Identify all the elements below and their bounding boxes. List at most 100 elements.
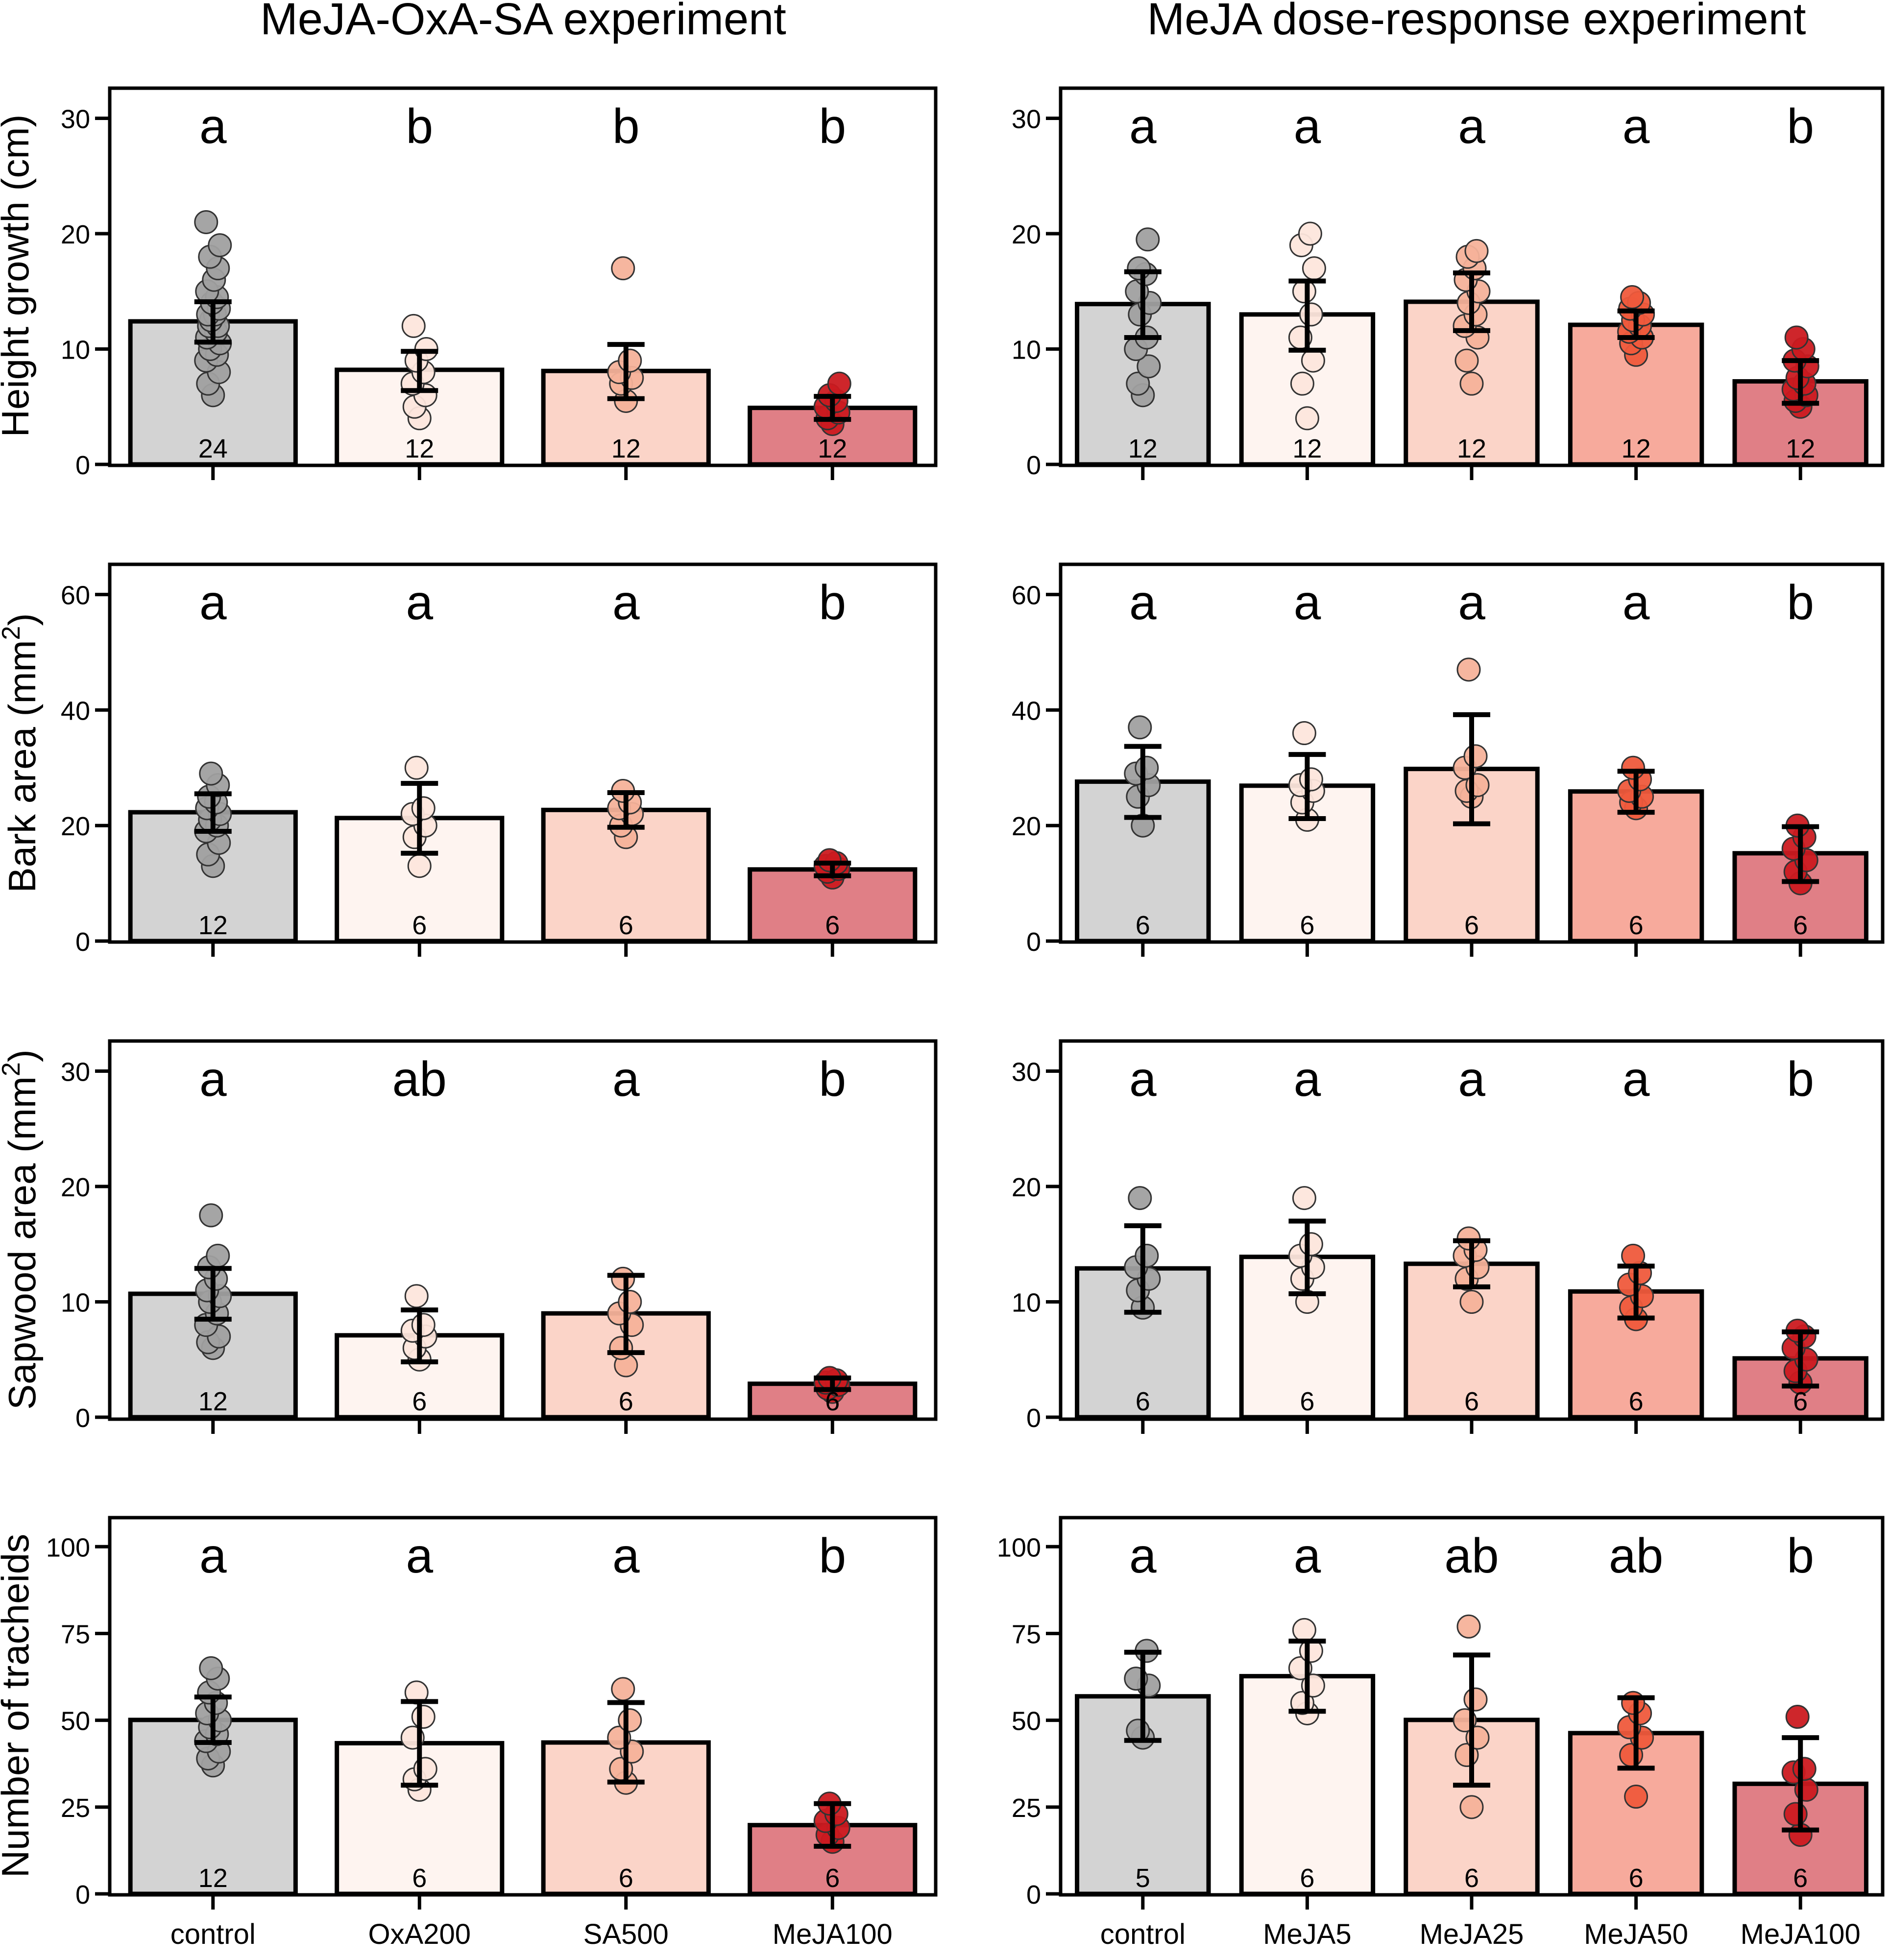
significance-letter: a — [406, 575, 433, 630]
sample-size-label: 6 — [619, 1387, 633, 1416]
x-tick-label: control — [1100, 1918, 1186, 1950]
sample-size-label: 6 — [412, 911, 427, 940]
data-point — [199, 761, 223, 786]
ylabel-sapwood: Sapwood area (mm2) — [0, 1049, 44, 1410]
y-tick-label: 0 — [1026, 451, 1041, 480]
data-point — [1621, 1243, 1646, 1268]
significance-letter: a — [612, 1052, 640, 1107]
panel-sapwood-left: 0 10 20 30 a 12 ab 6 a 6 b 6 — [61, 1039, 938, 1434]
sample-size-label: 12 — [198, 1863, 228, 1893]
sample-size-label: 6 — [1464, 1863, 1479, 1893]
significance-letter: a — [406, 1528, 433, 1583]
sample-size-label: 6 — [1136, 1387, 1150, 1416]
panel-height-right: 0 10 20 30 a 12 a 12 a 12 a 12 b 12 — [1012, 86, 1885, 480]
sample-size-label: 6 — [1464, 1387, 1479, 1416]
data-point — [1299, 302, 1323, 327]
sample-size-label: 6 — [1300, 911, 1314, 940]
y-tick-label: 20 — [1012, 220, 1041, 249]
panel-height-left: 0 10 20 30 a 24 b 12 b 12 b 12 — [61, 86, 938, 480]
y-tick-label: 20 — [61, 1173, 90, 1202]
data-point — [404, 1284, 429, 1308]
data-point — [618, 348, 642, 373]
ylabel-sapwood-close: ) — [0, 1049, 44, 1062]
data-point — [1302, 256, 1326, 281]
sample-size-label: 6 — [1464, 911, 1479, 940]
significance-letter: a — [1294, 575, 1321, 630]
ylabel-height: Height growth (cm) — [0, 115, 37, 437]
y-tick-label: 0 — [75, 927, 90, 957]
x-tick-label: SA500 — [583, 1918, 669, 1950]
panel-sapwood-right: 0 10 20 30 a 6 a 6 a 6 a 6 b 6 — [1012, 1039, 1885, 1434]
data-point — [1459, 1795, 1484, 1819]
sample-size-label: 6 — [825, 1863, 840, 1893]
ylabel-bark-close: ) — [0, 613, 44, 626]
data-point — [1459, 371, 1484, 396]
sample-size-label: 6 — [412, 1863, 427, 1893]
y-tick-label: 25 — [1012, 1793, 1041, 1823]
significance-letter: a — [1623, 1052, 1650, 1107]
data-point — [1137, 354, 1161, 379]
x-tick-label: MeJA5 — [1263, 1918, 1352, 1950]
significance-letter: b — [819, 575, 846, 630]
sample-size-label: 12 — [611, 434, 641, 463]
x-tick-label: OxA200 — [368, 1918, 471, 1950]
data-point — [1128, 1186, 1152, 1210]
data-point — [1621, 1691, 1646, 1715]
y-tick-label: 0 — [75, 1880, 90, 1910]
significance-letter: b — [612, 99, 640, 154]
y-tick-label: 0 — [1026, 1880, 1041, 1910]
significance-letter: ab — [1609, 1528, 1663, 1583]
y-tick-label: 30 — [1012, 1058, 1041, 1087]
significance-letter: a — [1294, 1052, 1321, 1107]
significance-letter: a — [199, 575, 227, 630]
sample-size-label: 6 — [825, 911, 840, 940]
data-point — [1459, 1290, 1484, 1314]
column-title-left: MeJA-OxA-SA experiment — [260, 0, 786, 44]
panels: 0 10 20 30 a 24 b 12 b 12 b 12 0 10 20 30 a 12 a 12 a 12 a 12 b 1… — [46, 86, 1885, 1950]
data-point — [1784, 325, 1809, 350]
sample-size-label: 6 — [1629, 1863, 1644, 1893]
y-tick-label: 20 — [1012, 1173, 1041, 1202]
significance-letter: a — [1129, 99, 1157, 154]
data-point — [411, 1313, 436, 1337]
significance-letter: a — [612, 575, 640, 630]
data-point — [1621, 755, 1646, 780]
sample-size-label: 12 — [1292, 434, 1322, 463]
data-point — [611, 1677, 635, 1701]
significance-letter: a — [1623, 575, 1650, 630]
data-point — [618, 1708, 642, 1733]
significance-letter: a — [1129, 1528, 1157, 1583]
y-tick-label: 10 — [1012, 1288, 1041, 1318]
data-point — [1135, 1243, 1159, 1268]
sample-size-label: 12 — [198, 1387, 228, 1416]
data-point — [1290, 371, 1314, 396]
data-point — [1299, 767, 1323, 792]
significance-letter: a — [1623, 99, 1650, 154]
y-tick-label: 25 — [61, 1793, 90, 1823]
panel-bark-left: 0 20 40 60 a 12 a 6 a 6 b 6 — [61, 562, 938, 957]
panel-tracheids-left: 0 25 50 75 100 a 12 control a 6 OxA200 a 6 SA500 b 6 MeJ… — [46, 1516, 938, 1950]
y-tick-label: 0 — [75, 451, 90, 480]
sample-size-label: 6 — [412, 1387, 427, 1416]
y-tick-label: 50 — [61, 1707, 90, 1736]
data-point — [1464, 239, 1489, 263]
y-tick-label: 10 — [1012, 336, 1041, 365]
significance-letter: a — [1294, 99, 1321, 154]
significance-letter: a — [1129, 1052, 1157, 1107]
y-tick-label: 40 — [61, 696, 90, 726]
data-point — [1456, 657, 1481, 682]
sample-size-label: 6 — [1300, 1863, 1314, 1893]
data-point — [1301, 348, 1325, 373]
data-point — [827, 371, 851, 396]
y-tick-label: 10 — [61, 1288, 90, 1318]
y-tick-label: 0 — [75, 1403, 90, 1433]
y-tick-label: 60 — [61, 581, 90, 610]
data-point — [1127, 256, 1151, 281]
sample-size-label: 6 — [825, 1387, 840, 1416]
y-tick-label: 75 — [61, 1620, 90, 1649]
data-point — [1624, 1785, 1648, 1809]
sample-size-label: 12 — [1128, 434, 1158, 463]
x-tick-label: MeJA100 — [773, 1918, 893, 1950]
significance-letter: a — [1294, 1528, 1321, 1583]
data-point — [1298, 221, 1322, 246]
